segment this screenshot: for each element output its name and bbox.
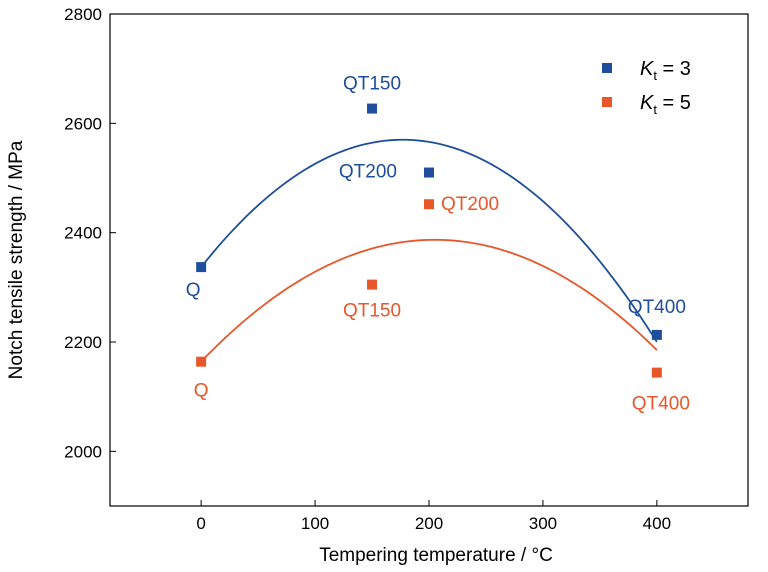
point-label: QT150	[343, 301, 401, 322]
legend-label: Kt = 3	[640, 58, 691, 83]
fit-curves	[200, 138, 658, 363]
point-label: QT400	[632, 394, 690, 415]
data-point-series-1	[367, 103, 378, 114]
point-labels: Q QT150 QT200 QT400 Q QT150 QT200 QT400	[186, 74, 690, 415]
data-point-series-2	[367, 279, 378, 290]
point-label: Q	[186, 280, 201, 301]
fit-curve-series-1	[200, 138, 658, 343]
y-tick-label: 2400	[64, 224, 102, 243]
y-tick-label: 2200	[64, 333, 102, 352]
point-label: Q	[194, 381, 209, 402]
point-label: QT150	[343, 74, 401, 95]
x-tick-label: 100	[301, 514, 329, 533]
x-tick-label: 200	[415, 514, 443, 533]
x-tick-label: 300	[529, 514, 557, 533]
data-point-series-1	[196, 262, 207, 273]
y-tick-label: 2600	[64, 114, 102, 133]
point-label: QT200	[441, 194, 499, 215]
legend-label: Kt = 5	[640, 92, 691, 117]
y-axis: 2000 2200 2400 2600 2800	[64, 5, 116, 461]
data-point-series-2	[651, 367, 662, 378]
x-axis: 0 100 200 300 400	[196, 500, 671, 533]
legend-marker-series-2	[602, 97, 612, 107]
x-tick-label: 400	[643, 514, 671, 533]
legend: Kt = 3 Kt = 5	[602, 58, 691, 117]
data-point-series-2	[196, 356, 207, 367]
data-point-series-2	[424, 199, 434, 210]
data-point-series-1	[424, 167, 434, 178]
point-label: QT400	[628, 297, 686, 318]
x-tick-label: 0	[196, 514, 205, 533]
y-tick-label: 2000	[64, 442, 102, 461]
point-label: QT200	[339, 162, 397, 183]
x-axis-title: Tempering temperature / °C	[319, 545, 553, 566]
fit-curve-series-2	[200, 238, 658, 363]
y-tick-label: 2800	[64, 5, 102, 24]
y-axis-title: Notch tensile strength / MPa	[6, 140, 27, 379]
legend-marker-series-1	[602, 63, 612, 73]
data-point-series-1	[651, 329, 662, 340]
data-points	[196, 103, 662, 378]
